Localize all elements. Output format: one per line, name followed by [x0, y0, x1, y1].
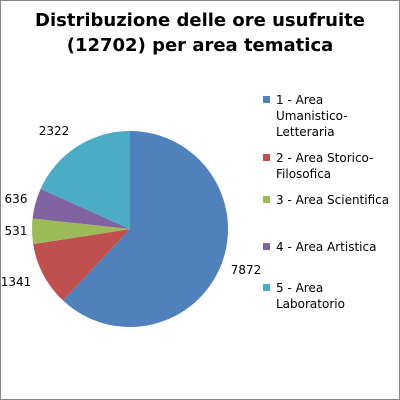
legend-label-1-line-1: 1 - Area — [276, 93, 324, 107]
pie-slices — [32, 131, 228, 328]
data-label-5: 2322 — [39, 124, 70, 138]
legend-label-2-line-2: Filosofica — [276, 167, 332, 181]
pie-slice-2 — [33, 229, 130, 301]
chart-title-line-1: Distribuzione delle ore usufruite — [35, 10, 365, 31]
data-label-2: 1341 — [1, 275, 32, 289]
legend-label-2-line-1: 2 - Area Storico- — [276, 151, 374, 165]
legend-item-2: 2 - Area Storico- Filosofica — [262, 150, 396, 182]
legend-item-5: 5 - Area Laboratorio — [262, 280, 396, 312]
data-labels: 7872 1341 531 636 2322 — [1, 124, 262, 289]
legend-label-5-line-1: 5 - Area — [276, 281, 324, 295]
pie-slice-5 — [40, 131, 130, 229]
chart-title-line-2: (12702) per area tematica — [66, 35, 334, 56]
legend-item-4: 4 - Area Artistica — [262, 239, 396, 255]
legend-label-4-line-1: 4 - Area Artistica — [276, 240, 377, 254]
legend-item-3: 3 - Area Scientifica — [262, 192, 396, 208]
legend-item-1: 1 - Area Umanistico- Letteraria — [262, 92, 396, 140]
pie-slice-1 — [63, 131, 228, 328]
legend-label-5-line-2: Laboratorio — [276, 297, 345, 311]
legend-label-3-line-1: 3 - Area Scientifica — [276, 193, 390, 207]
legend-swatch-4 — [263, 243, 270, 250]
legend: 1 - Area Umanistico- Letteraria 2 - Area St… — [262, 92, 396, 312]
pie-slice-3 — [32, 218, 131, 245]
legend-label-1-line-3: Letteraria — [276, 125, 335, 139]
legend-label-1-line-2: Umanistico- — [276, 109, 348, 123]
data-label-3: 531 — [5, 224, 28, 238]
data-label-4: 636 — [5, 192, 28, 206]
chart-title: Distribuzione delle ore usufruite (12702… — [0, 8, 400, 58]
legend-swatch-3 — [263, 196, 270, 203]
pie-slice-4 — [32, 188, 130, 229]
legend-swatch-2 — [263, 154, 270, 161]
data-label-1: 7872 — [231, 263, 262, 277]
legend-swatch-1 — [263, 96, 270, 103]
legend-swatch-5 — [263, 284, 270, 291]
